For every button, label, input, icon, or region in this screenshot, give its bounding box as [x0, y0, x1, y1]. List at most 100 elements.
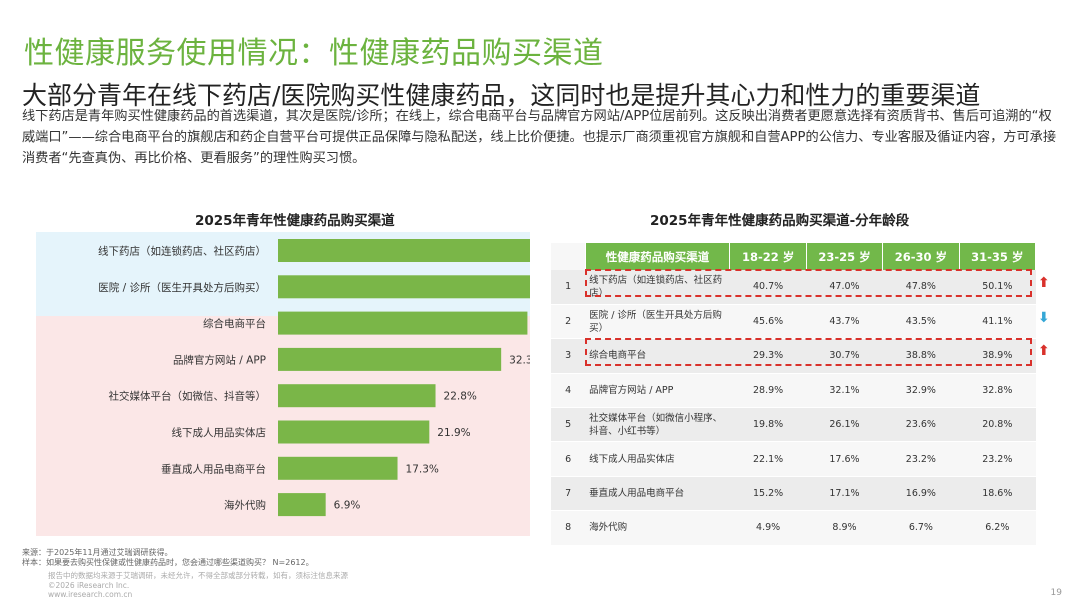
website-line: www.iresearch.com.cn: [48, 590, 133, 599]
table-row: 3 综合电商平台 29.3% 30.7% 38.8% 38.9%: [551, 338, 1036, 374]
table-cell-value: 30.7%: [806, 338, 883, 374]
table-cell-value: 23.2%: [959, 441, 1036, 477]
highlight-box-row-3: [585, 338, 1032, 366]
age-header: 18-22 岁: [729, 243, 807, 270]
table-cell-value: 32.9%: [882, 373, 960, 409]
arrow-down-icon: ⬇: [1038, 310, 1050, 326]
bar-category-label: 线下药店（如连锁药店、社区药店）: [98, 245, 266, 258]
bar-category-label: 医院 / 诊所（医生开具处方后购买）: [98, 281, 266, 294]
bar-category-label: 品牌官方网站 / APP: [173, 353, 266, 366]
table-row: 4 品牌官方网站 / APP 28.9% 32.1% 32.9% 32.8%: [551, 373, 1036, 409]
table-cell-value: 18.6%: [959, 476, 1036, 512]
table-cell-value: 4.9%: [729, 510, 807, 546]
arrow-up-icon: ⬆: [1038, 275, 1050, 291]
bar: [278, 493, 326, 517]
bar-value-label: 22.8%: [444, 391, 477, 403]
sample-note: 样本：如果要去购买性保健或性健康药品时，您会通过哪些渠道购买？ N=2612。: [22, 558, 314, 567]
bar-category-label: 垂直成人用品电商平台: [161, 462, 266, 475]
table-cell-value: 26.1%: [806, 407, 883, 443]
table-cell-value: 38.8%: [882, 338, 960, 374]
row-rank: 4: [551, 373, 586, 409]
age-group-table: 性健康药品购买渠道 18-22 岁 23-25 岁 26-30 岁 31-35 …: [551, 243, 1037, 546]
notes: 来源：于2025年11月通过艾瑞调研获得。 样本：如果要去购买性保健或性健康药品…: [22, 548, 314, 568]
table-cell-value: 17.6%: [806, 441, 883, 477]
table-header-row: 性健康药品购买渠道 18-22 岁 23-25 岁 26-30 岁 31-35 …: [551, 243, 1037, 270]
table-cell-value: 32.8%: [959, 373, 1036, 409]
table-cell-value: 41.1%: [959, 304, 1036, 340]
bar: [278, 384, 436, 408]
table-cell-value: 32.1%: [806, 373, 883, 409]
bar: [278, 456, 398, 480]
bar: [278, 311, 528, 335]
row-channel-name: 品牌官方网站 / APP: [585, 373, 730, 409]
table-row: 6 线下成人用品实体店 22.1% 17.6% 23.2% 23.2%: [551, 441, 1036, 477]
age-header: 31-35 岁: [959, 243, 1037, 270]
table-cell-value: 29.3%: [729, 338, 807, 374]
row-rank: 6: [551, 441, 586, 477]
table-cell-value: 45.6%: [729, 304, 807, 340]
highlight-box-row-1: [585, 269, 1032, 297]
table-cell-value: 22.1%: [729, 441, 807, 477]
bar-category-label: 线下成人用品实体店: [172, 426, 267, 439]
table-cell-value: 17.1%: [806, 476, 883, 512]
left-chart-title: 2025年青年性健康药品购买渠道: [195, 213, 395, 229]
row-rank: 5: [551, 407, 586, 443]
bar-value-label: 17.3%: [406, 463, 439, 475]
row-channel-name: 综合电商平台: [585, 338, 730, 374]
bar: [278, 239, 530, 262]
bar-category-label: 社交媒体平台（如微信、抖音等）: [109, 390, 267, 403]
age-header: 23-25 岁: [806, 243, 884, 270]
row-rank: 1: [551, 270, 586, 305]
fine-print: 报告中的数据均来源于艾瑞调研，未经允许，不得全部或部分转载，如有，须标注信息来源…: [48, 571, 348, 600]
table-cell-value: 6.7%: [882, 510, 960, 546]
table-cell-value: 47.8%: [882, 270, 960, 305]
row-channel-name: 社交媒体平台（如微信小程序、抖音、小红书等）: [585, 407, 730, 443]
table-row: 2 医院 / 诊所（医生开具处方后购买） 45.6% 43.7% 43.5% 41.1%: [551, 304, 1036, 340]
page-title: 性健康服务使用情况：性健康药品购买渠道: [24, 36, 604, 71]
table-cell-value: 38.9%: [959, 338, 1036, 374]
table-cell-value: 8.9%: [806, 510, 883, 546]
row-rank: 7: [551, 476, 586, 512]
table-cell-value: 40.7%: [729, 270, 807, 305]
table-cell-value: 28.9%: [729, 373, 807, 409]
row-channel-name: 垂直成人用品电商平台: [585, 476, 730, 512]
bar-category-label: 海外代购: [224, 499, 266, 512]
table-cell-value: 50.1%: [959, 270, 1036, 305]
copyright-line: ©2026 iResearch Inc.: [48, 580, 130, 590]
row-rank: 8: [551, 510, 586, 546]
bar: [278, 275, 530, 299]
table-row: 5 社交媒体平台（如微信小程序、抖音、小红书等） 19.8% 26.1% 23.6% 20…: [551, 407, 1036, 443]
table-row: 1 线下药店（如连锁药店、社区药店） 40.7% 47.0% 47.8% 50.1%: [551, 270, 1036, 305]
channel-header: 性健康药品购买渠道: [585, 243, 731, 270]
page-subtitle: 大部分青年在线下药店/医院购买性健康药品，这同时也是提升其心力和性力的重要渠道: [22, 81, 981, 110]
source-note: 来源：于2025年11月通过艾瑞调研获得。: [22, 548, 173, 557]
table-cell-value: 43.5%: [882, 304, 960, 340]
bar-category-label: 综合电商平台: [203, 317, 266, 330]
table-cell-value: 16.9%: [882, 476, 960, 512]
row-channel-name: 医院 / 诊所（医生开具处方后购买）: [585, 304, 730, 340]
bar: [278, 420, 430, 444]
table-cell-value: 6.2%: [959, 510, 1036, 546]
table-cell-value: 19.8%: [729, 407, 807, 443]
table-cell-value: 23.2%: [882, 441, 960, 477]
row-rank: 2: [551, 304, 586, 340]
table-cell-value: 20.8%: [959, 407, 1036, 443]
bar: [278, 347, 502, 371]
bar-chart-svg: 线下药店（如连锁药店、社区药店）47.7%医院 / 诊所（医生开具处方后购买）4…: [98, 239, 530, 517]
page-number: 19: [1050, 588, 1062, 598]
row-rank: 3: [551, 338, 586, 374]
table-cell-value: 23.6%: [882, 407, 960, 443]
channel-bar-chart: 线下药店（如连锁药店、社区药店）47.7%医院 / 诊所（医生开具处方后购买）4…: [36, 230, 530, 536]
arrow-up-icon: ⬆: [1038, 343, 1050, 359]
bar-value-label: 21.9%: [437, 427, 470, 439]
table-cell-value: 15.2%: [729, 476, 807, 512]
page-description: 线下药店是青年购买性健康药品的首选渠道，其次是医院/诊所；在线上，综合电商平台与…: [22, 109, 1057, 166]
table-cell-value: 43.7%: [806, 304, 883, 340]
bar-value-label: 6.9%: [334, 500, 361, 512]
table-cell-value: 47.0%: [806, 270, 883, 305]
copyright-note: 报告中的数据均来源于艾瑞调研，未经允许，不得全部或部分转载，如有，须标注信息来源: [48, 571, 348, 580]
bar-value-label: 32.3%: [509, 354, 530, 366]
row-channel-name: 线下成人用品实体店: [585, 441, 730, 477]
rank-header: [551, 243, 586, 270]
age-header: 26-30 岁: [882, 243, 960, 270]
